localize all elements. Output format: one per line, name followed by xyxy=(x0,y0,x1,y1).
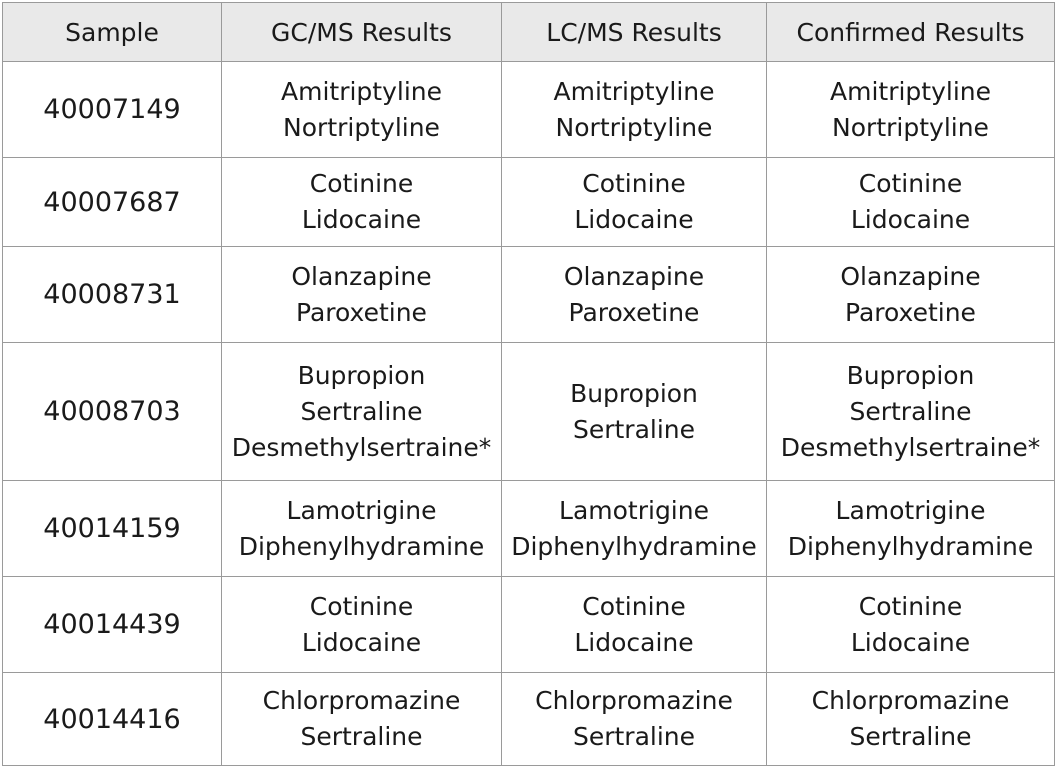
compound-name: Paroxetine xyxy=(568,297,700,327)
results-table: Sample GC/MS Results LC/MS Results Confi… xyxy=(2,2,1055,766)
compound-name: Nortriptyline xyxy=(283,112,440,142)
sample-id-cell: 40008731 xyxy=(2,246,222,343)
header-confirmed-results: Confirmed Results xyxy=(766,2,1055,62)
gcms-results-cell: Amitriptyline Nortriptyline xyxy=(221,61,502,158)
gcms-results-cell: Olanzapine Paroxetine xyxy=(221,246,502,343)
compound-name: Lidocaine xyxy=(850,627,971,657)
compound-name: Olanzapine xyxy=(291,261,432,291)
compound-name: Cotinine xyxy=(858,169,963,198)
gcms-results-cell: Lamotrigine Diphenylhydramine xyxy=(221,480,502,577)
confirmed-results-cell: Olanzapine Paroxetine xyxy=(766,246,1055,343)
sample-id-cell: 40014416 xyxy=(2,672,222,766)
table-row: 40014416 Chlorpromazine Sertraline Chlorpro… xyxy=(2,672,1055,766)
compound-name: Bupropion xyxy=(570,378,698,408)
compound-name: Chlorpromazine xyxy=(811,686,1010,715)
header-sample: Sample xyxy=(2,2,222,62)
compound-name: Desmethylsertraine* xyxy=(231,432,492,462)
sample-id-cell: 40014439 xyxy=(2,576,222,673)
lcms-results-cell: Chlorpromazine Sertraline xyxy=(501,672,767,766)
lcms-results-cell: Lamotrigine Diphenylhydramine xyxy=(501,480,767,577)
compound-name: Olanzapine xyxy=(563,261,705,291)
gcms-results-cell: Bupropion Sertraline Desmethylsertraine* xyxy=(221,342,502,481)
compound-name: Lidocaine xyxy=(850,205,971,234)
compound-name: Chlorpromazine xyxy=(535,686,733,715)
gcms-results-cell: Cotinine Lidocaine xyxy=(221,157,502,247)
table-row: 40014159 Lamotrigine Diphenylhydramine Lamo… xyxy=(2,480,1055,577)
compound-name: Bupropion xyxy=(297,360,426,390)
compound-name: Olanzapine xyxy=(840,261,981,291)
compound-name: Chlorpromazine xyxy=(262,686,461,715)
lcms-results-cell: Amitriptyline Nortriptyline xyxy=(501,61,767,158)
header-lcms-results: LC/MS Results xyxy=(501,2,767,62)
sample-id-cell: 40014159 xyxy=(2,480,222,577)
compound-name: Cotinine xyxy=(582,591,686,621)
confirmed-results-cell: Lamotrigine Diphenylhydramine xyxy=(766,480,1055,577)
header-row: Sample GC/MS Results LC/MS Results Confi… xyxy=(2,2,1055,62)
table-row: 40007149 Amitriptyline Nortriptyline Amitri… xyxy=(2,61,1055,158)
lcms-results-cell: Cotinine Lidocaine xyxy=(501,157,767,247)
compound-name: Cotinine xyxy=(582,169,686,198)
compound-name: Lidocaine xyxy=(574,627,694,657)
compound-name: Lamotrigine xyxy=(559,495,709,525)
compound-name: Sertraline xyxy=(849,722,972,751)
compound-name: Lamotrigine xyxy=(286,495,437,525)
compound-name: Sertraline xyxy=(300,722,423,751)
compound-name: Nortriptyline xyxy=(555,112,713,142)
compound-name: Lidocaine xyxy=(574,205,694,234)
compound-name: Sertraline xyxy=(849,396,972,426)
table-row: 40014439 Cotinine Lidocaine Cotinine Lidocai… xyxy=(2,576,1055,673)
compound-name: Desmethylsertraine* xyxy=(780,432,1041,462)
compound-name: Amitriptyline xyxy=(553,76,715,106)
compound-name: Bupropion xyxy=(846,360,975,390)
confirmed-results-cell: Cotinine Lidocaine xyxy=(766,157,1055,247)
table-row: 40008703 Bupropion Sertraline Desmethylsert… xyxy=(2,342,1055,481)
compound-name: Diphenylhydramine xyxy=(238,531,485,561)
gcms-results-cell: Cotinine Lidocaine xyxy=(221,576,502,673)
confirmed-results-cell: Amitriptyline Nortriptyline xyxy=(766,61,1055,158)
compound-name: Lidocaine xyxy=(301,205,422,234)
compound-name: Cotinine xyxy=(309,169,414,198)
confirmed-results-cell: Chlorpromazine Sertraline xyxy=(766,672,1055,766)
compound-name: Sertraline xyxy=(572,414,696,444)
compound-name: Nortriptyline xyxy=(832,112,989,142)
lcms-results-cell: Bupropion Sertraline xyxy=(501,342,767,481)
compound-name: Lamotrigine xyxy=(835,495,986,525)
confirmed-results-cell: Bupropion Sertraline Desmethylsertraine* xyxy=(766,342,1055,481)
compound-name: Cotinine xyxy=(858,591,963,621)
compound-name: Lidocaine xyxy=(301,627,422,657)
table-row: 40007687 Cotinine Lidocaine Cotinine Lidocai… xyxy=(2,157,1055,247)
sample-id-cell: 40007149 xyxy=(2,61,222,158)
compound-name: Cotinine xyxy=(309,591,414,621)
table-body: 40007149 Amitriptyline Nortriptyline Amitri… xyxy=(2,61,1055,766)
compound-name: Sertraline xyxy=(300,396,423,426)
compound-name: Sertraline xyxy=(572,722,696,751)
compound-name: Amitriptyline xyxy=(829,76,991,106)
confirmed-results-cell: Cotinine Lidocaine xyxy=(766,576,1055,673)
compound-name: Diphenylhydramine xyxy=(787,531,1034,561)
compound-name: Paroxetine xyxy=(296,297,427,327)
table-row: 40008731 Olanzapine Paroxetine Olanzapine Pa… xyxy=(2,246,1055,343)
gcms-results-cell: Chlorpromazine Sertraline xyxy=(221,672,502,766)
compound-name: Paroxetine xyxy=(845,297,976,327)
compound-name: Diphenylhydramine xyxy=(511,531,757,561)
lcms-results-cell: Olanzapine Paroxetine xyxy=(501,246,767,343)
compound-name: Amitriptyline xyxy=(280,76,442,106)
sample-id-cell: 40007687 xyxy=(2,157,222,247)
header-gcms-results: GC/MS Results xyxy=(221,2,502,62)
sample-id-cell: 40008703 xyxy=(2,342,222,481)
lcms-results-cell: Cotinine Lidocaine xyxy=(501,576,767,673)
